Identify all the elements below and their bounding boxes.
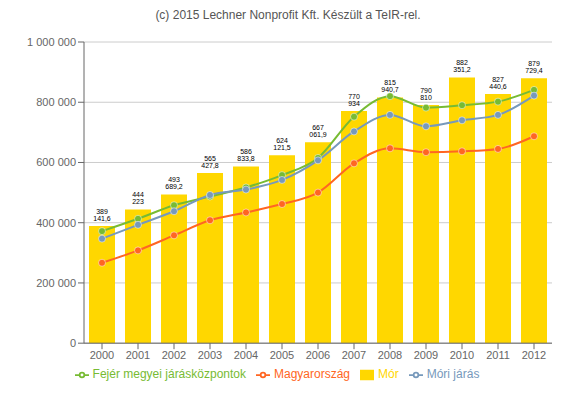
svg-text:2002: 2002 bbox=[162, 349, 186, 361]
html-text:(c) 2015 Lechner Nonprofit Kft: (c) 2015 Lechner Nonprofit Kft. Készült … bbox=[155, 8, 421, 22]
svg-text:879729,4: 879729,4 bbox=[525, 60, 543, 74]
svg-text:2007: 2007 bbox=[342, 349, 366, 361]
html-text:Móri járás: Móri járás bbox=[426, 367, 480, 382]
svg-text:2000: 2000 bbox=[90, 349, 114, 361]
html-text:Mór: Mór bbox=[378, 367, 399, 382]
svg-text:2009: 2009 bbox=[414, 349, 438, 361]
svg-text:667061,9: 667061,9 bbox=[309, 124, 327, 138]
svg-text:2008: 2008 bbox=[378, 349, 402, 361]
svg-text:0: 0 bbox=[70, 337, 76, 349]
svg-text:770934: 770934 bbox=[348, 93, 360, 107]
svg-text:2004: 2004 bbox=[234, 349, 258, 361]
html-text:Magyarország: Magyarország bbox=[274, 367, 350, 382]
svg-text:586833,8: 586833,8 bbox=[237, 148, 255, 162]
svg-text:2012: 2012 bbox=[522, 349, 546, 361]
svg-text:565427,8: 565427,8 bbox=[201, 155, 219, 169]
svg-text:800 000: 800 000 bbox=[36, 96, 76, 108]
svg-text:2003: 2003 bbox=[198, 349, 222, 361]
svg-text:882351,2: 882351,2 bbox=[453, 59, 471, 73]
svg-text:2005: 2005 bbox=[270, 349, 294, 361]
svg-text:2001: 2001 bbox=[126, 349, 150, 361]
html-text:Fejér megyei járásközpontok: Fejér megyei járásközpontok bbox=[92, 367, 246, 382]
svg-text:815940,7: 815940,7 bbox=[381, 79, 399, 93]
svg-text:200 000: 200 000 bbox=[36, 277, 76, 289]
svg-text:2010: 2010 bbox=[450, 349, 474, 361]
svg-text:790810: 790810 bbox=[420, 87, 432, 101]
svg-text:2011: 2011 bbox=[486, 349, 510, 361]
svg-text:1 000 000: 1 000 000 bbox=[27, 36, 76, 48]
svg-text:624121,5: 624121,5 bbox=[273, 137, 291, 151]
svg-text:444223: 444223 bbox=[132, 191, 144, 205]
svg-text:827440,6: 827440,6 bbox=[489, 76, 507, 90]
svg-text:600 000: 600 000 bbox=[36, 156, 76, 168]
svg-text:493689,2: 493689,2 bbox=[165, 176, 183, 190]
svg-text:2006: 2006 bbox=[306, 349, 330, 361]
svg-text:400 000: 400 000 bbox=[36, 217, 76, 229]
svg-text:389141,6: 389141,6 bbox=[93, 208, 111, 222]
